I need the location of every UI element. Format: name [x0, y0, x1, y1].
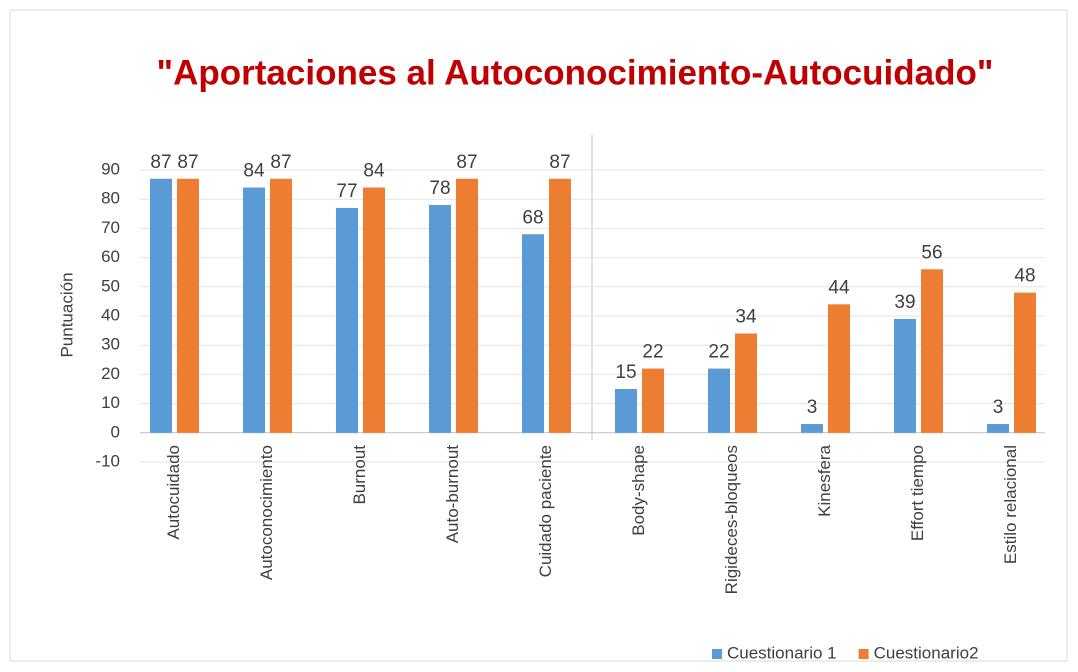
- legend-label: Cuestionario 1: [727, 643, 837, 662]
- x-tick-label: Effort tiempo: [908, 445, 927, 541]
- data-label: 22: [708, 342, 729, 363]
- data-label: 3: [993, 397, 1004, 418]
- bar: [894, 318, 916, 433]
- bar: [429, 205, 451, 433]
- data-label: 84: [243, 161, 265, 182]
- x-tick-label: Rigideces-bloqueos: [722, 445, 741, 594]
- bar: [177, 178, 199, 433]
- x-tick-label: Estilo relacional: [1001, 445, 1020, 564]
- data-label: 15: [615, 362, 636, 383]
- data-label: 34: [735, 307, 757, 328]
- y-tick-label: -10: [95, 451, 120, 470]
- data-label: 87: [177, 152, 198, 173]
- x-tick-label: Cuidado paciente: [536, 445, 555, 577]
- bar: [1014, 292, 1036, 433]
- x-tick-label: Body-shape: [629, 445, 648, 536]
- y-tick-label: 10: [101, 393, 120, 412]
- x-tick-label: Burnout: [350, 445, 369, 505]
- data-label: 87: [270, 152, 291, 173]
- y-tick-label: 30: [101, 335, 120, 354]
- data-label: 48: [1014, 266, 1035, 287]
- y-tick-label: 50: [101, 276, 120, 295]
- bar: [615, 389, 637, 433]
- legend-swatch: [712, 649, 722, 659]
- x-tick-label: Autoconocimiento: [257, 445, 276, 580]
- data-label: 39: [894, 292, 915, 313]
- bar: [828, 304, 850, 433]
- bar: [270, 178, 292, 433]
- data-label: 87: [150, 152, 171, 173]
- data-label: 68: [522, 207, 543, 228]
- data-label: 78: [429, 178, 450, 199]
- y-tick-label: 70: [101, 218, 120, 237]
- bar: [921, 269, 943, 433]
- x-tick-label: Kinesfera: [815, 444, 834, 516]
- data-label: 84: [363, 161, 385, 182]
- bar: [336, 207, 358, 433]
- bar: [987, 424, 1009, 433]
- bar: [522, 234, 544, 433]
- y-tick-label: 40: [101, 305, 120, 324]
- y-axis-title: Puntuación: [57, 272, 76, 357]
- y-tick-label: 0: [111, 422, 120, 441]
- y-tick-label: 80: [101, 189, 120, 208]
- bar: [363, 187, 385, 433]
- data-label: 44: [828, 277, 850, 298]
- y-tick-label: 60: [101, 247, 120, 266]
- data-label: 3: [807, 397, 818, 418]
- y-tick-label: 90: [101, 159, 120, 178]
- x-tick-label: Auto-burnout: [443, 445, 462, 544]
- legend-label: Cuestionario2: [874, 643, 979, 662]
- x-tick-label: Autocuidado: [164, 445, 183, 540]
- bar: [243, 187, 265, 433]
- bar: [735, 333, 757, 433]
- y-tick-label: 20: [101, 364, 120, 383]
- bar: [642, 368, 664, 433]
- bar: [456, 178, 478, 433]
- chart-title: "Aportaciones al Autoconocimiento-Autocu…: [157, 53, 994, 92]
- data-label: 87: [456, 152, 477, 173]
- bar: [801, 424, 823, 433]
- legend-swatch: [858, 649, 869, 659]
- bar: [549, 178, 571, 433]
- bar: [150, 178, 172, 433]
- data-label: 77: [336, 181, 357, 202]
- data-label: 87: [549, 152, 570, 173]
- data-label: 56: [921, 242, 942, 263]
- data-label: 22: [642, 342, 663, 363]
- bar: [708, 368, 730, 433]
